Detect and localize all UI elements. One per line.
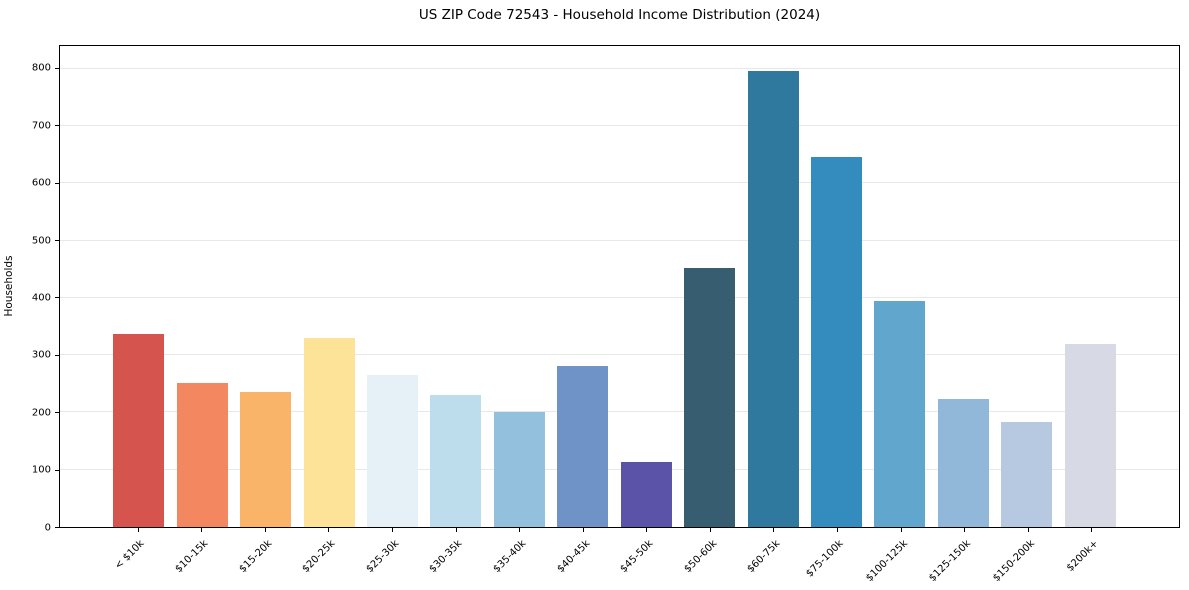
bar-150-200k <box>1001 421 1053 527</box>
x-tick-label: $50-60k <box>681 538 719 576</box>
y-tick-label: 700 <box>31 120 51 132</box>
gridline-100 <box>60 468 1179 470</box>
x-tick-mark <box>709 528 711 532</box>
x-tick-mark <box>582 528 584 532</box>
bar-10k <box>113 334 165 527</box>
bar-10-15k <box>176 383 228 527</box>
bar-slot <box>932 46 995 527</box>
bar-slot <box>1059 46 1122 527</box>
y-tick-mark <box>55 125 59 127</box>
x-tick-mark <box>964 528 966 532</box>
bar-slot <box>297 46 360 527</box>
x-tick-label: $35-40k <box>491 538 529 576</box>
y-tick-mark <box>55 297 59 299</box>
gridline-200 <box>60 411 1179 413</box>
y-tick-label: 0 <box>44 522 51 533</box>
bar-slot <box>424 46 487 527</box>
x-tick-mark <box>1027 528 1029 532</box>
x-tick-mark <box>201 528 203 532</box>
y-tick-mark <box>55 354 59 356</box>
bar-slot <box>234 46 297 527</box>
bar-35-40k <box>493 412 545 527</box>
y-tick-label: 600 <box>31 177 51 189</box>
bar-75-100k <box>811 156 863 527</box>
x-tick-label: < $10k <box>113 538 147 572</box>
x-tick-mark <box>773 528 775 532</box>
bars-container <box>60 46 1179 527</box>
bar-slot <box>678 46 741 527</box>
bar-15-20k <box>240 392 292 527</box>
x-tick-label: $45-50k <box>618 538 656 576</box>
x-tick-label: $40-45k <box>554 538 592 576</box>
gridline-700 <box>60 125 1179 127</box>
gridline-400 <box>60 296 1179 298</box>
bar-100-125k <box>874 301 926 527</box>
x-tick-mark <box>646 528 648 532</box>
gridline-500 <box>60 239 1179 241</box>
bar-20-25k <box>303 338 355 527</box>
plot-area <box>59 45 1180 528</box>
bar-slot <box>868 46 931 527</box>
x-tick-mark <box>900 528 902 532</box>
x-tick-mark <box>264 528 266 532</box>
bar-slot <box>615 46 678 527</box>
y-tick-mark <box>55 412 59 414</box>
y-tick-mark <box>55 469 59 471</box>
x-tick-label: $75-100k <box>804 538 847 580</box>
bar-slot <box>488 46 551 527</box>
x-tick-label: $150-200k <box>990 538 1037 585</box>
bar-slot <box>170 46 233 527</box>
bar-30-35k <box>430 395 482 527</box>
x-tick-mark <box>392 528 394 532</box>
bar-slot <box>107 46 170 527</box>
x-tick-mark <box>519 528 521 532</box>
y-axis-label: Households <box>3 255 15 317</box>
bar-slot <box>361 46 424 527</box>
x-tick-label: $200k+ <box>1064 538 1101 574</box>
bar-slot <box>805 46 868 527</box>
gridline-800 <box>60 67 1179 69</box>
x-tick-mark <box>836 528 838 532</box>
x-tick-label: $100-125k <box>863 538 910 585</box>
x-tick-label: $15-20k <box>237 538 274 576</box>
y-tick-mark <box>55 67 59 69</box>
bar-slot <box>995 46 1058 527</box>
y-tick-label: 200 <box>31 407 51 419</box>
x-tick-label: $125-150k <box>927 538 974 585</box>
y-tick-label: 500 <box>31 235 51 247</box>
gridline-600 <box>60 182 1179 184</box>
gridline-300 <box>60 354 1179 356</box>
x-tick-label: $20-25k <box>300 538 338 576</box>
x-tick-label: $60-75k <box>745 538 783 576</box>
bar-60-75k <box>747 70 799 527</box>
y-tick-mark <box>55 240 59 242</box>
chart-title: US ZIP Code 72543 - Household Income Dis… <box>418 7 821 23</box>
x-tick-mark <box>328 528 330 532</box>
x-tick-mark <box>137 528 139 532</box>
x-tick-label: $30-35k <box>427 538 465 576</box>
bar-slot <box>741 46 804 527</box>
x-tick-label: $10-15k <box>173 538 211 576</box>
x-tick-label: $25-30k <box>364 538 402 576</box>
bar-45-50k <box>620 462 672 527</box>
y-tick-label: 300 <box>31 349 51 361</box>
bar-25-30k <box>366 375 418 527</box>
bar-200k <box>1064 343 1116 527</box>
x-tick-mark <box>1091 528 1093 532</box>
y-tick-label: 800 <box>31 62 51 74</box>
bar-50-60k <box>684 267 736 527</box>
y-tick-mark <box>55 527 59 528</box>
y-tick-label: 400 <box>31 292 51 304</box>
y-tick-label: 100 <box>31 464 51 476</box>
bar-slot <box>551 46 614 527</box>
bar-125-150k <box>937 399 989 527</box>
bar-40-45k <box>557 365 609 527</box>
x-tick-mark <box>455 528 457 532</box>
y-tick-mark <box>55 182 59 184</box>
